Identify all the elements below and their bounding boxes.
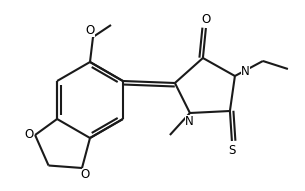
Text: S: S bbox=[228, 143, 235, 156]
Text: O: O bbox=[201, 12, 210, 26]
Text: N: N bbox=[185, 114, 193, 128]
Text: O: O bbox=[24, 128, 34, 141]
Text: O: O bbox=[85, 23, 95, 36]
Text: O: O bbox=[81, 168, 90, 181]
Text: N: N bbox=[241, 65, 250, 78]
